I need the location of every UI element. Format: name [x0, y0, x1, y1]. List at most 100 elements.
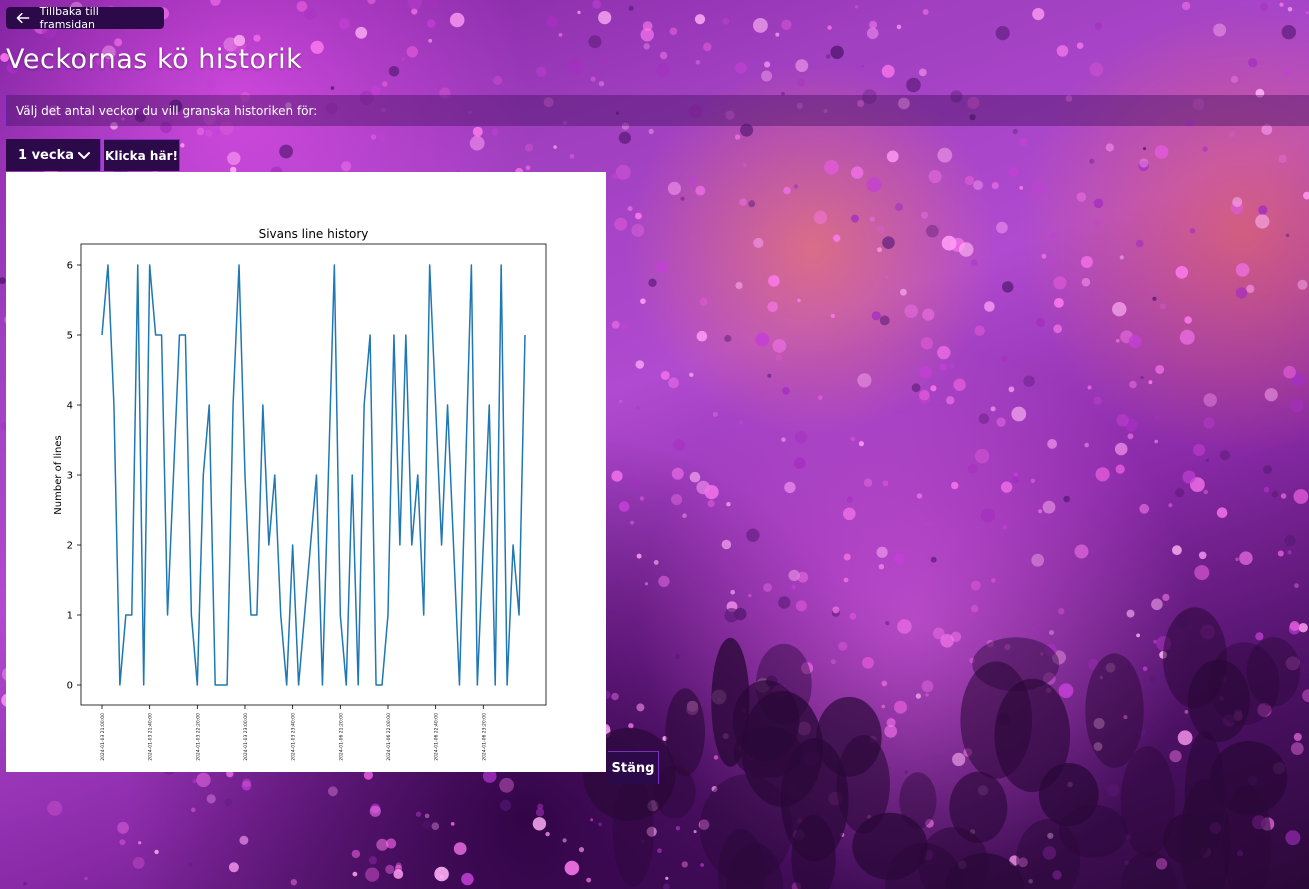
confetti-dot	[1094, 22, 1103, 30]
confetti-dot	[673, 439, 686, 451]
crowd-silhouette	[918, 827, 990, 889]
confetti-dot	[918, 392, 931, 404]
confetti-dot	[843, 507, 856, 521]
confetti-dot	[1289, 398, 1304, 413]
confetti-dot	[1008, 166, 1019, 177]
confetti-dot	[1140, 376, 1144, 380]
confetti-dot	[558, 33, 563, 37]
confetti-dot	[611, 470, 623, 482]
confetti-dot	[1076, 192, 1087, 202]
weeks-select[interactable]: 1 vecka	[6, 139, 101, 171]
confetti-dot	[911, 383, 921, 393]
confetti-dot	[1002, 525, 1007, 530]
confetti-dot	[1136, 239, 1144, 248]
confetti-dot	[1280, 493, 1287, 499]
confetti-dot	[925, 693, 929, 697]
confetti-dot	[431, 822, 440, 830]
confetti-dot	[963, 748, 973, 757]
confetti-dot	[1049, 630, 1054, 636]
confetti-dot	[665, 876, 669, 880]
confetti-dot	[636, 553, 642, 559]
confetti-dot	[1000, 481, 1013, 493]
confetti-dot	[900, 288, 907, 296]
confetti-dot	[1052, 870, 1062, 880]
confetti-dot	[1028, 879, 1033, 884]
x-tick-label: 2024-01-06 21:20:00	[338, 713, 344, 761]
confetti-dot	[846, 496, 854, 503]
crowd-silhouette	[944, 853, 1025, 889]
confetti-dot	[426, 0, 438, 10]
confetti-dot	[1047, 439, 1057, 449]
confetti-dot	[1099, 675, 1104, 680]
confetti-dot	[940, 634, 954, 648]
confetti-dot	[1277, 550, 1284, 557]
confetti-dot	[767, 373, 772, 378]
confetti-dot	[188, 862, 193, 867]
confetti-dot	[1172, 545, 1182, 556]
confetti-dot	[869, 20, 878, 29]
confetti-dot	[1174, 613, 1190, 629]
confetti-dot	[1156, 635, 1172, 651]
crowd-silhouette	[1058, 804, 1128, 858]
crowd-silhouette	[1210, 741, 1288, 815]
confetti-dot	[1218, 674, 1227, 683]
close-button[interactable]: Stäng	[608, 751, 659, 784]
chart-svg: Sivans line history Number of lines 0 1 2 3 4 5…	[53, 227, 547, 761]
confetti-dot	[461, 872, 474, 886]
confetti-dot	[932, 627, 945, 640]
confetti-dot	[744, 731, 759, 746]
confetti-dot	[415, 811, 422, 817]
confetti-dot	[970, 604, 979, 613]
crowd-silhouette	[949, 771, 1008, 844]
confetti-dot	[192, 778, 197, 784]
confetti-dot	[657, 848, 662, 854]
confetti-dot	[743, 162, 747, 167]
confetti-dot	[1252, 815, 1266, 830]
confetti-dot	[904, 304, 918, 319]
confetti-dot	[755, 332, 770, 347]
confetti-dot	[937, 345, 951, 360]
confetti-dot	[1205, 458, 1209, 462]
confetti-dot	[1124, 860, 1130, 866]
confetti-dot	[1302, 689, 1309, 702]
confetti-dot	[704, 485, 719, 500]
crowd-silhouette	[1208, 642, 1280, 726]
confetti-dot	[866, 27, 879, 40]
confetti-dot	[924, 521, 929, 526]
confetti-dot	[1203, 417, 1215, 429]
confetti-dot	[883, 823, 889, 829]
confetti-dot	[535, 808, 545, 817]
confetti-dot	[991, 578, 996, 583]
confetti-dot	[1239, 551, 1253, 565]
confetti-dot	[876, 546, 888, 558]
confetti-dot	[304, 7, 317, 21]
confetti-dot	[781, 437, 786, 442]
submit-button[interactable]: Klicka här!	[104, 139, 180, 171]
confetti-dot	[1155, 365, 1165, 374]
confetti-dot	[948, 362, 955, 369]
crowd-silhouette	[1162, 607, 1227, 709]
confetti-dot	[355, 26, 368, 39]
confetti-dot	[1177, 730, 1193, 746]
confetti-dot	[830, 313, 836, 319]
confetti-dot	[688, 176, 696, 184]
confetti-dot	[682, 513, 687, 518]
confetti-dot	[639, 496, 645, 501]
confetti-dot	[1094, 70, 1098, 74]
confetti-dot	[712, 411, 718, 417]
arrow-left-icon	[16, 12, 30, 24]
confetti-dot	[196, 127, 205, 136]
confetti-dot	[1298, 623, 1308, 633]
confetti-dot	[239, 835, 249, 845]
confetti-dot	[667, 181, 682, 195]
confetti-dot	[1154, 145, 1169, 159]
confetti-dot	[1290, 372, 1306, 387]
confetti-dot	[646, 826, 657, 837]
confetti-dot	[748, 594, 752, 598]
confetti-dot	[831, 608, 840, 617]
confetti-dot	[703, 42, 712, 52]
back-to-home-button[interactable]: Tillbaka till framsidan	[6, 5, 164, 31]
confetti-dot	[569, 153, 575, 159]
confetti-dot	[393, 869, 404, 879]
confetti-dot	[857, 373, 872, 388]
